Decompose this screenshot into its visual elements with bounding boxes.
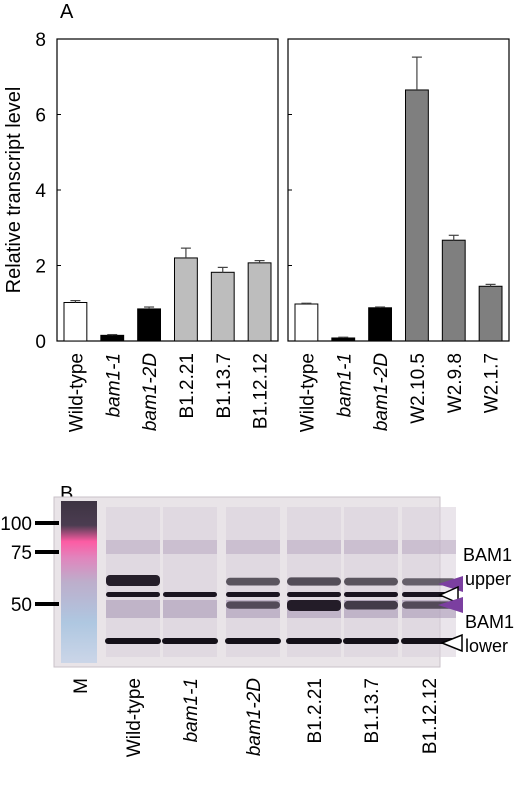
bottom-band [162, 638, 218, 644]
marker-label: 100 [0, 514, 32, 535]
upper-band [106, 575, 160, 586]
bar [173, 257, 198, 342]
annot-lower-line2: lower [465, 636, 508, 656]
bottom-open-arrowhead [439, 633, 463, 653]
faint-band [344, 540, 398, 554]
marker-label: 50 [11, 595, 32, 616]
x-tick-label: B1.13.7 [214, 353, 235, 419]
upper-band [226, 577, 280, 586]
middle-band [163, 592, 217, 597]
y-axis-title: Relative transcript level [3, 87, 25, 294]
annot-upper-line1: BAM1 [463, 545, 512, 565]
lower-band [287, 600, 341, 611]
bar [331, 337, 356, 342]
x-tick-label: B1.12.12 [251, 353, 272, 429]
x-tick-label: B1.2.21 [177, 353, 198, 419]
lane-smear [163, 507, 217, 657]
faint-band [287, 540, 341, 554]
middle-band [287, 592, 341, 597]
chart-left: Wild-type bam1-1 bam1-2D B1.2.21 B1.13.7 B1.1… [56, 38, 279, 432]
marker-label: 75 [11, 543, 32, 564]
faint-band [402, 540, 456, 554]
y-tick-label: 8 [35, 30, 46, 51]
annot-lower-line1: BAM1 [465, 612, 514, 632]
annot-upper-line2: upper [465, 569, 511, 589]
plot-frame [56, 38, 279, 342]
bar [210, 271, 235, 342]
western-blot [53, 496, 457, 668]
lane-label: M [71, 678, 92, 694]
upper-band [344, 577, 398, 586]
ladder-lane [61, 501, 97, 663]
panel-a-label: A [60, 1, 74, 23]
faint-band [163, 540, 217, 554]
middle-band [106, 592, 160, 597]
faint-band [226, 540, 280, 554]
lane-labels: M Wild-type bam1-1 bam1-2D B1.2.21 B1.13.7 B1.… [71, 678, 441, 757]
lane-label: B1.13.7 [362, 678, 383, 744]
lane-label: B1.2.21 [305, 678, 326, 744]
x-tick-label: W2.9.8 [445, 353, 466, 413]
y-tick-label: 2 [35, 257, 46, 278]
lower-band [344, 600, 398, 610]
middle-band [344, 592, 398, 597]
upper-open-arrowhead [438, 585, 459, 605]
x-tick-label: bam1-1 [103, 353, 124, 417]
bottom-band [105, 638, 161, 644]
bar [247, 262, 272, 342]
lane-label: Wild-type [124, 678, 145, 757]
x-tick-label: Wild-type [297, 353, 318, 432]
bar [441, 239, 466, 342]
bar [137, 308, 162, 342]
faint-band [106, 600, 160, 618]
y-tick-label: 6 [35, 106, 46, 127]
faint-band [106, 540, 160, 554]
lane-label: bam1-1 [181, 678, 202, 742]
x-tick-label: W2.10.5 [408, 353, 429, 424]
faint-band [163, 600, 217, 618]
y-tick-label: 4 [35, 181, 46, 202]
bottom-band [343, 638, 399, 644]
lower-band [226, 601, 280, 609]
size-markers: 100 75 50 [0, 514, 59, 616]
chart-right: Wild-type bam1-1 bam1-2D W2.10.5 W2.9.8 W2.1.… [287, 38, 510, 432]
x-tick-label: bam1-1 [334, 353, 355, 417]
x-tick-label: W2.1.7 [482, 353, 503, 413]
bar [368, 307, 393, 342]
bar [294, 303, 319, 342]
bar [100, 334, 125, 342]
lower-purple-arrowhead [438, 597, 463, 613]
band-group [105, 507, 457, 657]
plot-frame [287, 38, 510, 342]
x-tick-label: bam1-2D [140, 353, 161, 431]
middle-band [226, 592, 280, 597]
x-tick-label: Wild-type [66, 353, 87, 432]
x-tick-label: bam1-2D [371, 353, 392, 431]
bar [404, 89, 429, 342]
lower-band [402, 601, 456, 609]
bar [63, 301, 88, 342]
y-tick-label: 0 [35, 332, 46, 353]
y-tick-labels: 0 2 4 6 8 [35, 30, 46, 353]
bar [478, 285, 503, 342]
lane-label: bam1-2D [244, 678, 265, 756]
lane-label: B1.12.12 [420, 678, 441, 754]
annotations: BAM1 upper BAM1 lower [438, 545, 514, 656]
bottom-band [286, 638, 342, 644]
bottom-band [225, 638, 281, 644]
upper-band [287, 577, 341, 586]
